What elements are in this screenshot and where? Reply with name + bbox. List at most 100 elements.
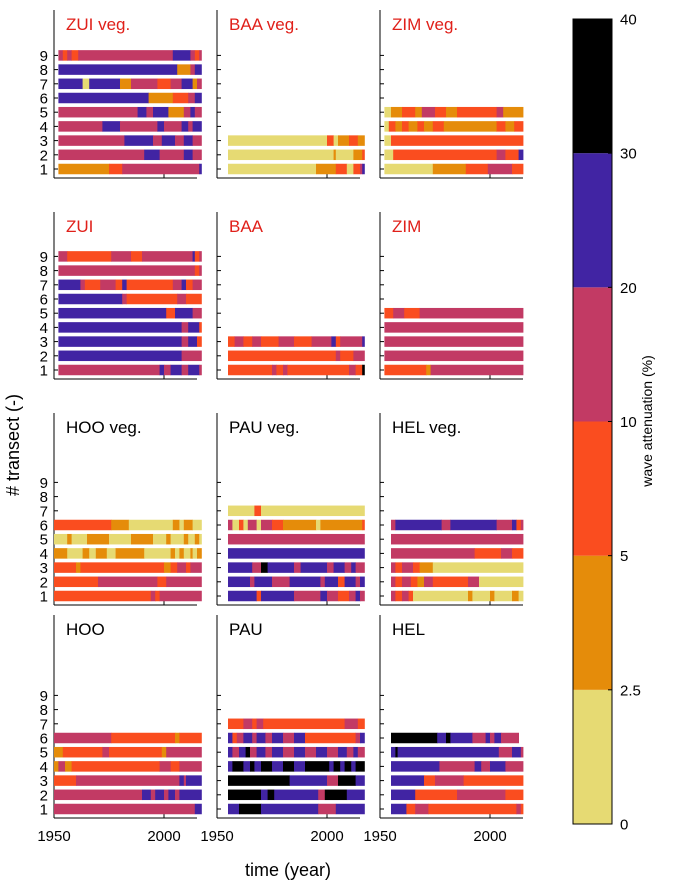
bar-segment xyxy=(159,149,185,161)
panel-title: ZUI xyxy=(66,217,93,236)
bar-segment xyxy=(161,135,176,146)
bar-segment xyxy=(197,336,202,347)
bar-segment xyxy=(300,562,328,573)
bar-segment xyxy=(124,135,154,146)
bar-segment xyxy=(250,761,255,772)
bar-segment xyxy=(413,562,420,573)
y-tick-label: 9 xyxy=(40,475,48,492)
bar-segment xyxy=(192,251,196,262)
bar-segment xyxy=(516,803,522,815)
bar-segment xyxy=(175,789,180,801)
bar-segment xyxy=(100,279,116,291)
bar-segment xyxy=(188,364,200,376)
bar-segment xyxy=(424,775,436,786)
bar-segment xyxy=(58,761,66,772)
bar-segment xyxy=(518,149,524,161)
bar-segment xyxy=(351,761,356,772)
bar-segment xyxy=(283,746,295,758)
bar-segment xyxy=(320,576,326,588)
bar-segment xyxy=(58,265,196,276)
y-tick-label: 4 xyxy=(40,759,48,776)
bar-segment xyxy=(192,78,198,90)
bar-segment xyxy=(327,135,334,146)
bar-segment xyxy=(362,149,365,161)
bar-segment xyxy=(435,106,447,118)
bar-segment xyxy=(243,732,253,744)
bar-segment xyxy=(144,149,160,161)
bar-segment xyxy=(256,590,262,602)
bar-segment xyxy=(344,761,352,772)
bar-segment xyxy=(446,106,458,118)
bar-segment xyxy=(294,761,306,772)
bar-segment xyxy=(256,718,264,730)
bar-segment xyxy=(175,135,185,146)
bar-segment xyxy=(424,576,434,588)
panel-pau-veg: PAU veg. xyxy=(216,413,365,606)
bar-segment xyxy=(250,746,257,758)
bar-segment xyxy=(516,519,522,531)
bar-segment xyxy=(501,548,513,559)
bar-segment xyxy=(179,548,185,559)
bar-segment xyxy=(199,533,202,545)
colorbar-tick-label: 10 xyxy=(620,414,637,431)
bar-segment xyxy=(164,121,182,132)
bar-segment xyxy=(179,789,202,801)
bar-segment xyxy=(316,519,321,531)
panel-zim-veg: ZIM veg. xyxy=(379,10,524,179)
bar-segment xyxy=(494,590,513,602)
bar-segment xyxy=(384,322,524,333)
bar-segment xyxy=(446,732,451,744)
bar-segment xyxy=(179,761,202,772)
bar-segment xyxy=(272,746,284,758)
bar-segment xyxy=(333,149,337,161)
bar-segment xyxy=(344,562,352,573)
bar-segment xyxy=(181,350,202,362)
bar-segment xyxy=(353,163,361,175)
bar-segment xyxy=(349,590,356,602)
bar-segment xyxy=(228,789,262,801)
bar-segment xyxy=(395,576,403,588)
bar-segment xyxy=(338,775,356,786)
bar-segment xyxy=(289,775,328,786)
bar-segment xyxy=(87,533,110,545)
bar-segment xyxy=(327,746,339,758)
bar-segment xyxy=(346,789,365,801)
bar-segment xyxy=(512,746,522,758)
bar-segment xyxy=(256,746,266,758)
bar-segment xyxy=(188,322,200,333)
bar-segment xyxy=(190,548,193,559)
bar-segment xyxy=(58,106,138,118)
bar-segment xyxy=(186,775,202,786)
bar-segment xyxy=(80,562,165,573)
bar-segment xyxy=(362,519,365,531)
bar-segment xyxy=(512,163,524,175)
bar-segment xyxy=(432,576,469,588)
bar-segment xyxy=(355,761,365,772)
bar-segment xyxy=(490,761,506,772)
panel-title: PAU xyxy=(229,620,263,639)
bar-segment xyxy=(256,519,262,531)
y-tick-label: 2 xyxy=(40,787,48,804)
bar-segment xyxy=(432,163,467,175)
bar-segment xyxy=(228,533,365,545)
y-tick-label: 6 xyxy=(40,292,48,309)
bar-segment xyxy=(272,732,284,744)
bar-segment xyxy=(351,562,356,573)
bar-segment xyxy=(479,576,524,588)
bar-segment xyxy=(355,562,365,573)
bar-segment xyxy=(243,519,249,531)
bar-segment xyxy=(503,106,524,118)
bar-segment xyxy=(402,562,414,573)
bar-segment xyxy=(179,732,202,744)
bar-segment xyxy=(67,251,112,262)
bar-segment xyxy=(514,121,524,132)
bar-segment xyxy=(175,307,193,319)
bar-segment xyxy=(272,576,290,588)
bar-segment xyxy=(340,761,345,772)
bar-segment xyxy=(505,761,524,772)
colorbar: 0 2.5 5 10 20 30 40 wave attenuation (%) xyxy=(572,12,655,834)
bar-segment xyxy=(177,562,187,573)
bar-segment xyxy=(395,746,398,758)
bar-segment xyxy=(391,135,524,146)
